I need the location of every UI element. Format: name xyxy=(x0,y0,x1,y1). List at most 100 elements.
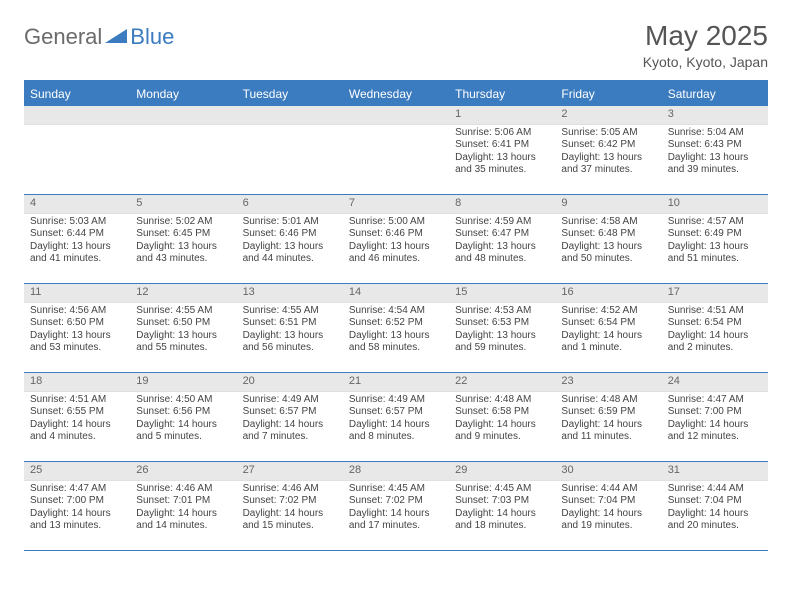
day-number: 17 xyxy=(662,284,768,303)
logo-text-general: General xyxy=(24,24,102,50)
day-number: 7 xyxy=(343,195,449,214)
day-number: 21 xyxy=(343,373,449,392)
day-number: 4 xyxy=(24,195,130,214)
sunrise-line: Sunrise: 5:05 AM xyxy=(561,127,655,140)
day-cell: 25Sunrise: 4:47 AMSunset: 7:00 PMDayligh… xyxy=(24,462,130,550)
daylight-line: Daylight: 14 hours and 2 minutes. xyxy=(668,330,762,355)
daylight-line: Daylight: 14 hours and 1 minute. xyxy=(561,330,655,355)
sunset-line: Sunset: 6:46 PM xyxy=(243,228,337,241)
sunrise-line: Sunrise: 4:54 AM xyxy=(349,305,443,318)
sunset-line: Sunset: 6:44 PM xyxy=(30,228,124,241)
day-cell: 27Sunrise: 4:46 AMSunset: 7:02 PMDayligh… xyxy=(237,462,343,550)
sunrise-line: Sunrise: 4:52 AM xyxy=(561,305,655,318)
sunrise-line: Sunrise: 4:46 AM xyxy=(243,483,337,496)
header: General Blue May 2025 Kyoto, Kyoto, Japa… xyxy=(24,20,768,70)
day-cell: 4Sunrise: 5:03 AMSunset: 6:44 PMDaylight… xyxy=(24,195,130,283)
day-number: 25 xyxy=(24,462,130,481)
logo-text-blue: Blue xyxy=(130,24,174,50)
day-cell: 8Sunrise: 4:59 AMSunset: 6:47 PMDaylight… xyxy=(449,195,555,283)
day-details: Sunrise: 4:47 AMSunset: 7:00 PMDaylight:… xyxy=(24,481,130,537)
sunset-line: Sunset: 6:54 PM xyxy=(561,317,655,330)
daylight-line: Daylight: 13 hours and 35 minutes. xyxy=(455,152,549,177)
sunset-line: Sunset: 6:53 PM xyxy=(455,317,549,330)
sunset-line: Sunset: 6:48 PM xyxy=(561,228,655,241)
day-cell: 20Sunrise: 4:49 AMSunset: 6:57 PMDayligh… xyxy=(237,373,343,461)
day-details: Sunrise: 4:49 AMSunset: 6:57 PMDaylight:… xyxy=(343,392,449,448)
day-cell xyxy=(24,106,130,194)
sunset-line: Sunset: 6:45 PM xyxy=(136,228,230,241)
sunrise-line: Sunrise: 4:45 AM xyxy=(349,483,443,496)
sunset-line: Sunset: 7:00 PM xyxy=(668,406,762,419)
daylight-line: Daylight: 14 hours and 17 minutes. xyxy=(349,508,443,533)
day-details: Sunrise: 4:51 AMSunset: 6:55 PMDaylight:… xyxy=(24,392,130,448)
day-details: Sunrise: 4:44 AMSunset: 7:04 PMDaylight:… xyxy=(555,481,661,537)
daylight-line: Daylight: 14 hours and 9 minutes. xyxy=(455,419,549,444)
week-row: 25Sunrise: 4:47 AMSunset: 7:00 PMDayligh… xyxy=(24,462,768,551)
day-details: Sunrise: 4:58 AMSunset: 6:48 PMDaylight:… xyxy=(555,214,661,270)
daylight-line: Daylight: 13 hours and 51 minutes. xyxy=(668,241,762,266)
sunrise-line: Sunrise: 4:48 AM xyxy=(561,394,655,407)
day-number xyxy=(24,106,130,125)
day-number: 26 xyxy=(130,462,236,481)
day-details: Sunrise: 4:50 AMSunset: 6:56 PMDaylight:… xyxy=(130,392,236,448)
day-cell xyxy=(237,106,343,194)
day-details: Sunrise: 4:49 AMSunset: 6:57 PMDaylight:… xyxy=(237,392,343,448)
sunset-line: Sunset: 6:46 PM xyxy=(349,228,443,241)
day-details: Sunrise: 4:55 AMSunset: 6:51 PMDaylight:… xyxy=(237,303,343,359)
day-cell: 11Sunrise: 4:56 AMSunset: 6:50 PMDayligh… xyxy=(24,284,130,372)
day-cell xyxy=(130,106,236,194)
day-cell: 24Sunrise: 4:47 AMSunset: 7:00 PMDayligh… xyxy=(662,373,768,461)
sunrise-line: Sunrise: 4:59 AM xyxy=(455,216,549,229)
sunrise-line: Sunrise: 4:45 AM xyxy=(455,483,549,496)
day-header: Friday xyxy=(555,82,661,106)
day-cell: 18Sunrise: 4:51 AMSunset: 6:55 PMDayligh… xyxy=(24,373,130,461)
day-number: 28 xyxy=(343,462,449,481)
sunrise-line: Sunrise: 4:47 AM xyxy=(30,483,124,496)
day-details: Sunrise: 5:04 AMSunset: 6:43 PMDaylight:… xyxy=(662,125,768,181)
daylight-line: Daylight: 14 hours and 18 minutes. xyxy=(455,508,549,533)
day-details: Sunrise: 4:52 AMSunset: 6:54 PMDaylight:… xyxy=(555,303,661,359)
day-number: 2 xyxy=(555,106,661,125)
day-number xyxy=(130,106,236,125)
day-number: 8 xyxy=(449,195,555,214)
day-cell: 17Sunrise: 4:51 AMSunset: 6:54 PMDayligh… xyxy=(662,284,768,372)
day-details: Sunrise: 4:55 AMSunset: 6:50 PMDaylight:… xyxy=(130,303,236,359)
day-number: 14 xyxy=(343,284,449,303)
sunrise-line: Sunrise: 4:44 AM xyxy=(668,483,762,496)
day-details: Sunrise: 4:45 AMSunset: 7:02 PMDaylight:… xyxy=(343,481,449,537)
day-header: Saturday xyxy=(662,82,768,106)
daylight-line: Daylight: 14 hours and 19 minutes. xyxy=(561,508,655,533)
day-details: Sunrise: 4:46 AMSunset: 7:01 PMDaylight:… xyxy=(130,481,236,537)
day-details: Sunrise: 4:51 AMSunset: 6:54 PMDaylight:… xyxy=(662,303,768,359)
day-number: 5 xyxy=(130,195,236,214)
day-details: Sunrise: 5:00 AMSunset: 6:46 PMDaylight:… xyxy=(343,214,449,270)
day-cell: 12Sunrise: 4:55 AMSunset: 6:50 PMDayligh… xyxy=(130,284,236,372)
day-cell: 23Sunrise: 4:48 AMSunset: 6:59 PMDayligh… xyxy=(555,373,661,461)
daylight-line: Daylight: 13 hours and 39 minutes. xyxy=(668,152,762,177)
logo: General Blue xyxy=(24,20,174,50)
day-cell: 16Sunrise: 4:52 AMSunset: 6:54 PMDayligh… xyxy=(555,284,661,372)
calendar: SundayMondayTuesdayWednesdayThursdayFrid… xyxy=(24,80,768,551)
day-number: 6 xyxy=(237,195,343,214)
sunset-line: Sunset: 7:04 PM xyxy=(668,495,762,508)
day-details: Sunrise: 4:48 AMSunset: 6:59 PMDaylight:… xyxy=(555,392,661,448)
day-details: Sunrise: 4:54 AMSunset: 6:52 PMDaylight:… xyxy=(343,303,449,359)
day-details: Sunrise: 5:06 AMSunset: 6:41 PMDaylight:… xyxy=(449,125,555,181)
day-header: Monday xyxy=(130,82,236,106)
daylight-line: Daylight: 13 hours and 59 minutes. xyxy=(455,330,549,355)
day-cell: 28Sunrise: 4:45 AMSunset: 7:02 PMDayligh… xyxy=(343,462,449,550)
day-cell: 2Sunrise: 5:05 AMSunset: 6:42 PMDaylight… xyxy=(555,106,661,194)
month-title: May 2025 xyxy=(643,20,768,52)
day-details: Sunrise: 4:44 AMSunset: 7:04 PMDaylight:… xyxy=(662,481,768,537)
day-number: 29 xyxy=(449,462,555,481)
sunset-line: Sunset: 6:51 PM xyxy=(243,317,337,330)
sunset-line: Sunset: 7:00 PM xyxy=(30,495,124,508)
day-cell xyxy=(343,106,449,194)
sunrise-line: Sunrise: 4:57 AM xyxy=(668,216,762,229)
day-number: 3 xyxy=(662,106,768,125)
day-header: Tuesday xyxy=(237,82,343,106)
day-cell: 14Sunrise: 4:54 AMSunset: 6:52 PMDayligh… xyxy=(343,284,449,372)
sunrise-line: Sunrise: 4:55 AM xyxy=(136,305,230,318)
sunrise-line: Sunrise: 4:48 AM xyxy=(455,394,549,407)
day-cell: 30Sunrise: 4:44 AMSunset: 7:04 PMDayligh… xyxy=(555,462,661,550)
